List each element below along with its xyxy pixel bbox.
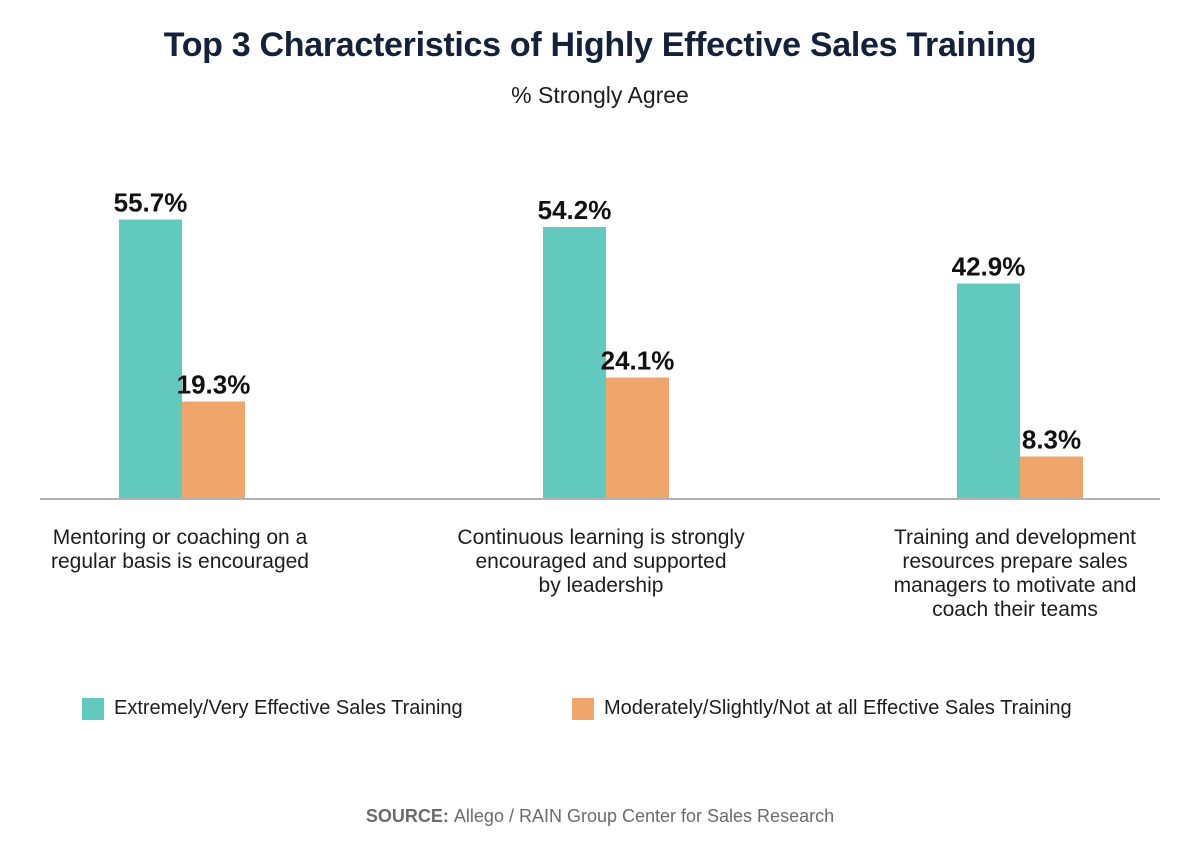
- data-label-less-effective-3: 8.3%: [1022, 425, 1081, 455]
- bar-less-effective-1: [182, 401, 245, 498]
- legend-swatch-effective: [82, 697, 104, 720]
- legend-item-less-effective: Moderately/Slightly/Not at all Effective…: [572, 697, 1072, 720]
- category-label-line: Continuous learning is strongly: [457, 526, 745, 549]
- data-label-effective-1: 55.7%: [114, 188, 188, 218]
- category-label-2: Continuous learning is strongly encourage…: [457, 526, 745, 597]
- source-note: SOURCE: Allego / RAIN Group Center for Sa…: [0, 806, 1200, 827]
- bar-effective-3: [957, 283, 1020, 498]
- bar-chart: 55.7% 19.3% Mentoring or coaching on a regu…: [40, 188, 1160, 621]
- category-label-line: managers to motivate and: [894, 574, 1137, 597]
- legend-label-less-effective: Moderately/Slightly/Not at all Effective…: [604, 697, 1072, 719]
- legend-label-effective: Extremely/Very Effective Sales Training: [114, 697, 463, 719]
- data-label-less-effective-1: 19.3%: [177, 370, 251, 400]
- data-label-effective-2: 54.2%: [538, 195, 612, 225]
- category-label-3: Training and development resources prepar…: [894, 526, 1137, 621]
- chart-subtitle: % Strongly Agree: [511, 82, 689, 108]
- data-label-less-effective-2: 24.1%: [601, 346, 675, 376]
- source-label: SOURCE:: [365, 806, 449, 826]
- bar-effective-1: [119, 219, 182, 498]
- category-label-line: encouraged and supported: [475, 550, 726, 573]
- legend-item-effective: Extremely/Very Effective Sales Training: [82, 697, 463, 720]
- legend-swatch-less-effective: [572, 697, 594, 720]
- category-label-line: Mentoring or coaching on a: [53, 526, 308, 549]
- category-label-line: regular basis is encouraged: [51, 550, 309, 573]
- data-label-effective-3: 42.9%: [952, 252, 1026, 282]
- source-text: Allego / RAIN Group Center for Sales Res…: [453, 806, 835, 826]
- category-label-line: by leadership: [539, 574, 664, 597]
- category-label-line: Training and development: [894, 526, 1136, 549]
- chart-title: Top 3 Characteristics of Highly Effectiv…: [163, 26, 1037, 64]
- category-label-line: resources prepare sales: [902, 550, 1127, 573]
- bar-less-effective-3: [1020, 456, 1083, 498]
- category-label-line: coach their teams: [932, 598, 1098, 621]
- category-label-1: Mentoring or coaching on a regular basis …: [51, 526, 309, 573]
- bar-less-effective-2: [606, 377, 669, 498]
- bar-effective-2: [543, 227, 606, 498]
